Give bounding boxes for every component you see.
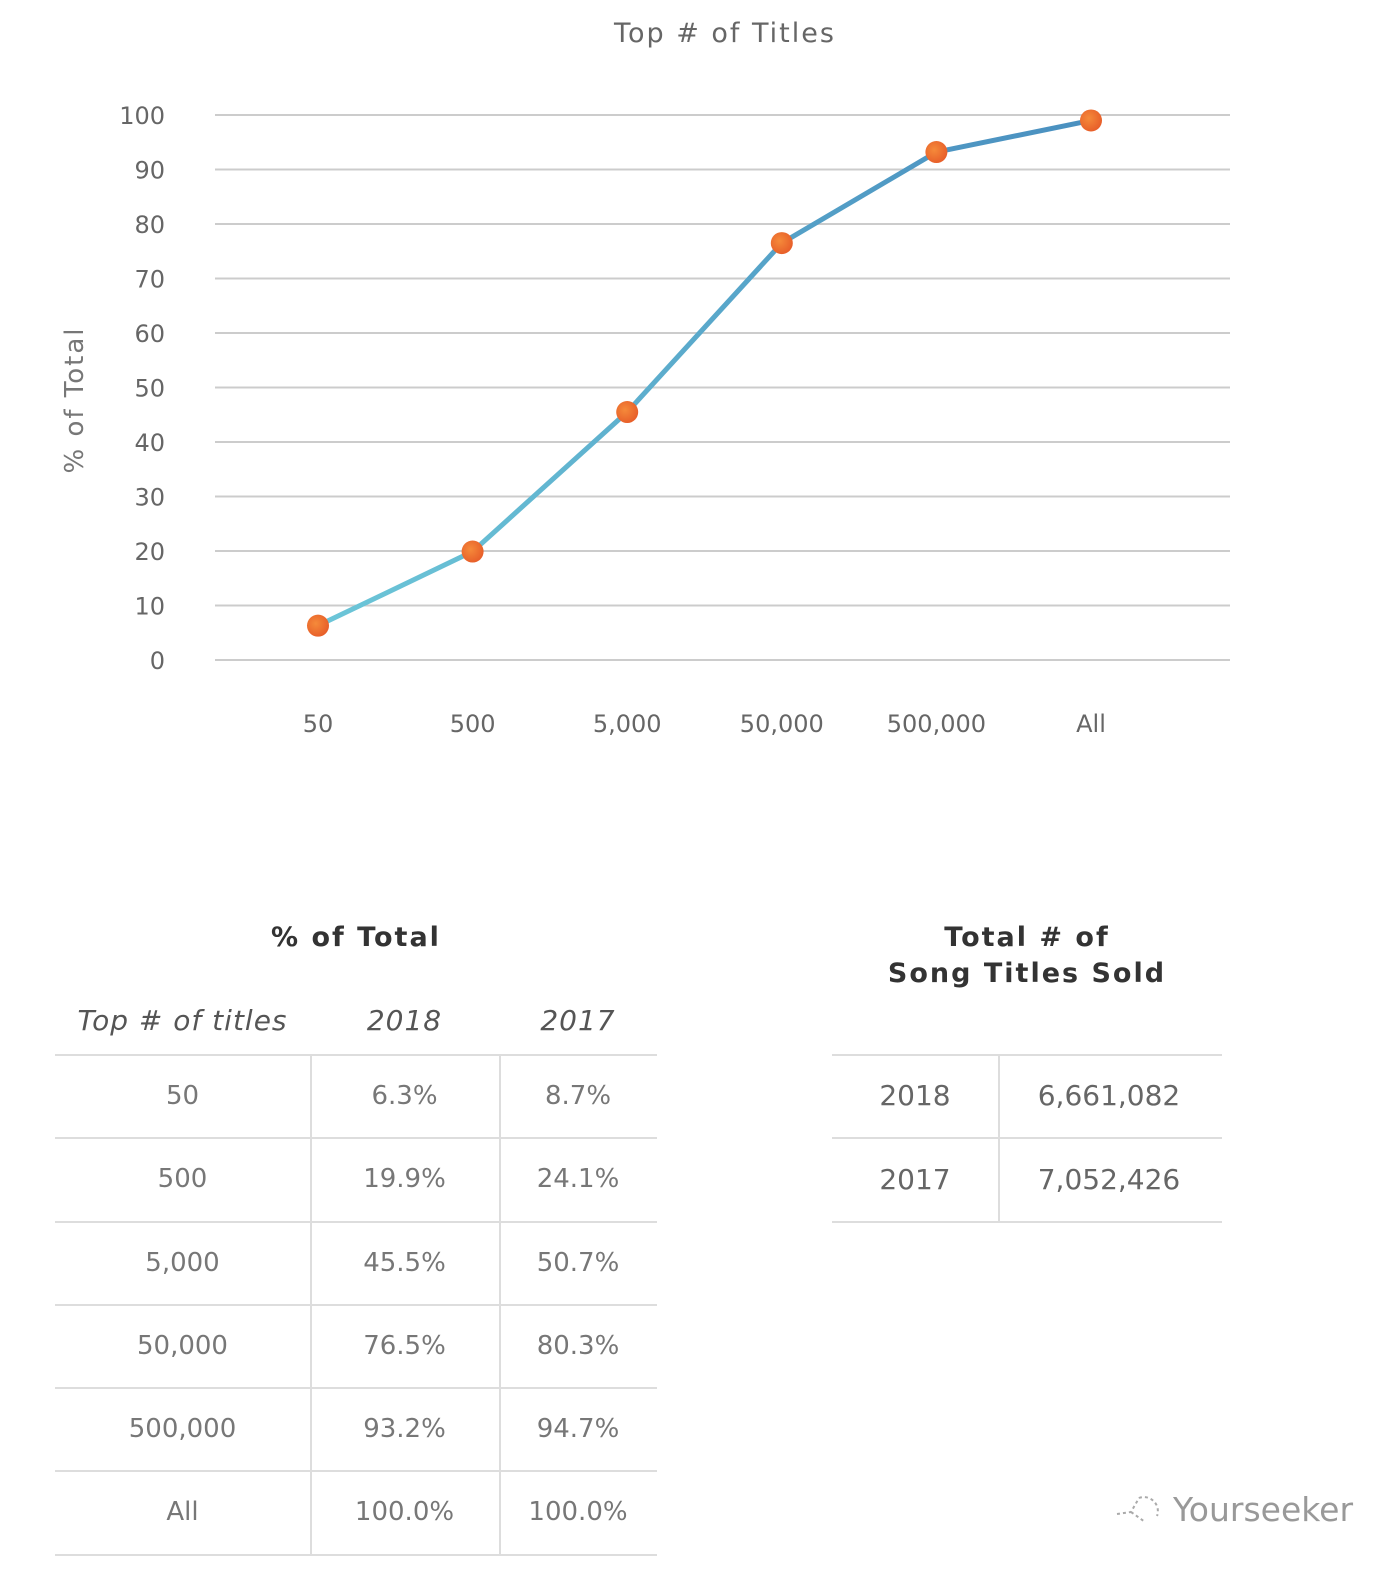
table-cell: 500,000	[128, 1413, 237, 1444]
row-divider	[832, 1137, 1222, 1139]
table-cell: 500	[157, 1164, 208, 1194]
row-divider	[55, 1304, 657, 1306]
totals-title-line2: Song Titles Sold	[887, 958, 1167, 989]
table-cell: 19.9%	[363, 1164, 446, 1194]
data-point	[616, 401, 639, 424]
watermark-text: Yourseeker	[1173, 1490, 1354, 1529]
series-line	[316, 118, 1092, 628]
table-cell: 100.0%	[354, 1497, 455, 1527]
y-tick-label: 40	[134, 429, 165, 457]
table-cell: 6,661,082	[1037, 1079, 1181, 1112]
data-point	[307, 614, 329, 637]
table-cell: 100.0%	[528, 1497, 628, 1527]
table-cell: 24.1%	[536, 1164, 620, 1194]
column-divider	[499, 1054, 501, 1554]
row-divider	[832, 1221, 1222, 1223]
y-tick-label: 0	[150, 647, 165, 675]
row-divider	[832, 1054, 1222, 1056]
y-tick-label: 80	[134, 211, 165, 239]
row-divider	[55, 1054, 657, 1056]
percent-table-title: % of Total	[271, 922, 441, 953]
y-tick-label: 50	[134, 375, 165, 403]
x-tick-label: 5,000	[593, 710, 662, 738]
table-cell: 80.3%	[536, 1330, 620, 1361]
row-divider	[55, 1221, 657, 1223]
x-tick-label: All	[1076, 710, 1106, 738]
table-cell: 7,052,426	[1037, 1162, 1181, 1196]
row-divider	[55, 1554, 657, 1556]
row-divider	[55, 1387, 657, 1389]
table-cell: 5,000	[145, 1247, 220, 1278]
line-chart: 0 10 20 30 40 50 60 70 80 90 100 50 500 5,000 50,000 50…	[119, 102, 1230, 738]
column-divider	[998, 1054, 1000, 1221]
table-cell: 2017	[879, 1162, 951, 1196]
x-tick-label: 50	[303, 710, 334, 738]
column-divider	[310, 1054, 312, 1554]
table-cell: 50.7%	[536, 1247, 620, 1278]
table-cell: 94.7%	[536, 1413, 620, 1444]
column-header: 2017	[540, 1004, 616, 1037]
chart-title: Top # of Titles	[614, 18, 836, 49]
y-tick-label: 60	[134, 320, 165, 348]
table-cell: 8.7%	[544, 1080, 612, 1111]
watermark: Yourseeker	[1115, 1490, 1353, 1529]
table-cell: 50	[165, 1080, 200, 1111]
data-point	[1080, 109, 1102, 132]
table-cell: 6.3%	[371, 1080, 438, 1111]
y-tick-label: 20	[134, 538, 165, 566]
data-point	[461, 540, 484, 563]
column-header: Top # of titles	[77, 1004, 288, 1037]
y-tick-label: 100	[119, 102, 165, 130]
totals-title-line1: Total # of	[944, 922, 1110, 953]
data-point	[925, 141, 948, 164]
x-tick-label: 500,000	[887, 710, 986, 738]
y-tick-label: 10	[134, 593, 165, 621]
data-point	[770, 232, 793, 255]
y-tick-label: 30	[134, 484, 165, 512]
network-dots-icon	[1116, 1495, 1159, 1523]
table-cell: All	[166, 1497, 199, 1527]
x-tick-label: 500	[450, 710, 496, 738]
column-header: 2018	[366, 1004, 443, 1037]
table-cell: 93.2%	[363, 1413, 446, 1444]
row-divider	[55, 1137, 657, 1139]
totals-table-title: Total # of Song Titles Sold	[832, 920, 1222, 992]
y-tick-label: 70	[134, 266, 165, 294]
row-divider	[55, 1470, 657, 1472]
table-cell: 50,000	[137, 1330, 228, 1361]
table-cell: 45.5%	[363, 1247, 446, 1278]
x-tick-label: 50,000	[740, 710, 824, 738]
y-tick-label: 90	[134, 157, 165, 185]
table-cell: 2018	[879, 1079, 951, 1112]
table-cell: 76.5%	[363, 1330, 446, 1361]
